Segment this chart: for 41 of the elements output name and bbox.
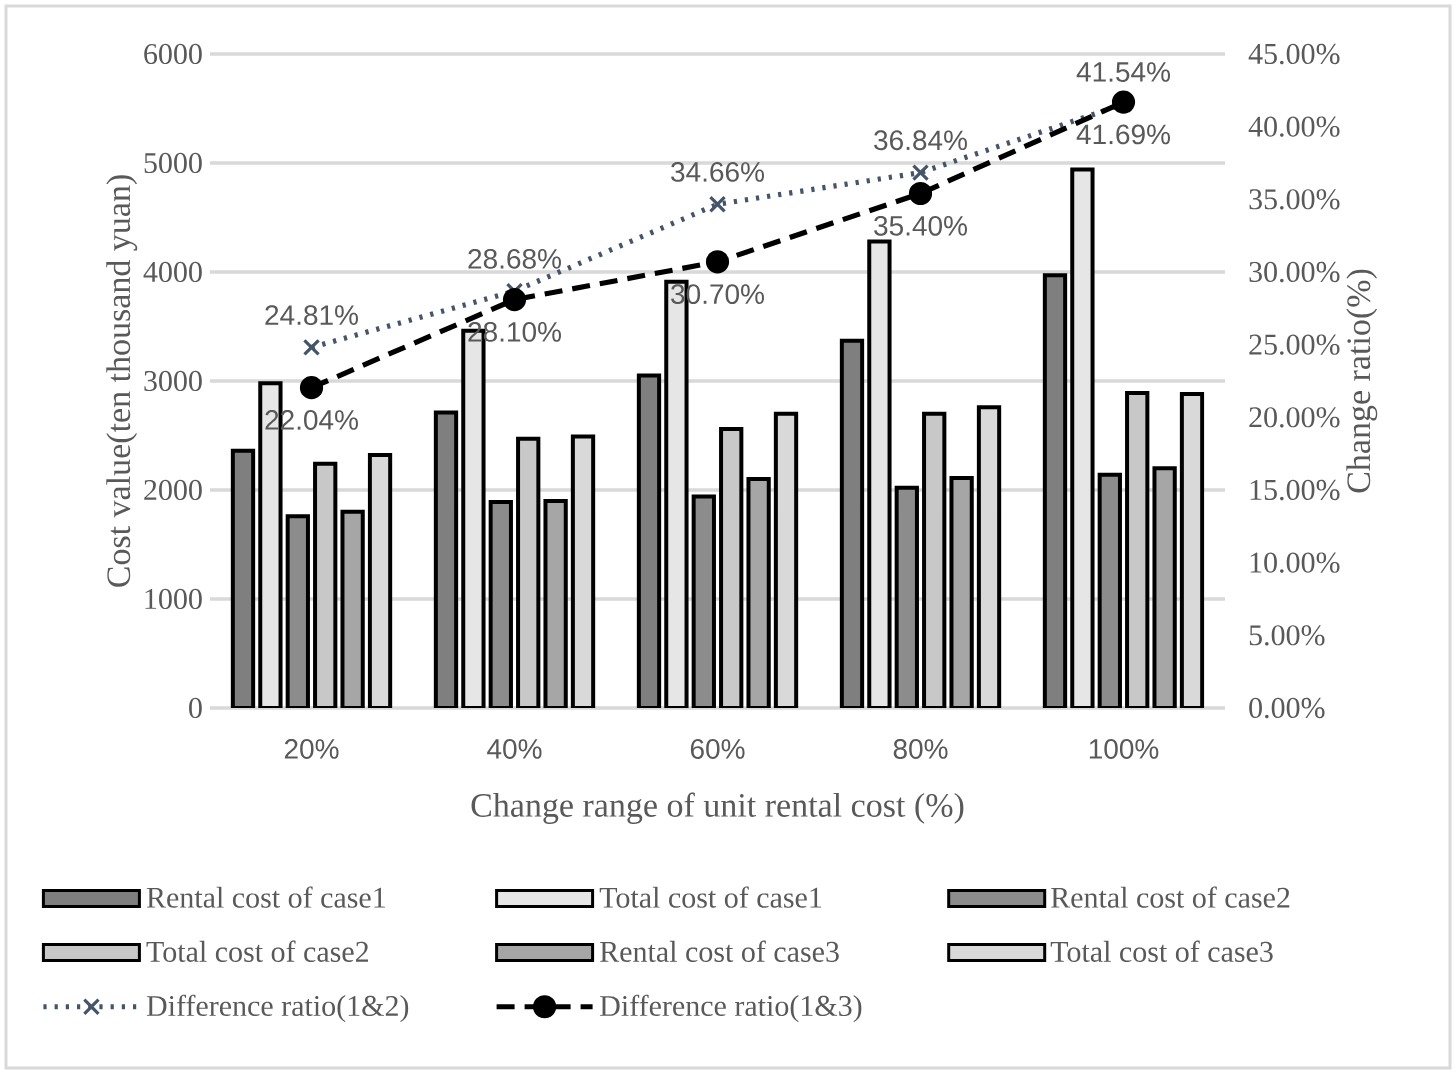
y-tick-label: 4000 [143, 261, 202, 283]
legend-label: Rental cost of case3 [600, 940, 839, 962]
y2-tick-label: 10.00% [1250, 552, 1340, 573]
x-tick-label: 80% [893, 739, 948, 759]
legend-label: Rental cost of case2 [1051, 886, 1290, 908]
legend-label: Difference ratio(1&3) [600, 994, 862, 1023]
legend-label: Rental cost of case1 [146, 886, 385, 908]
y2-tick-label: 0.00% [1249, 697, 1325, 719]
y2-tick-label: 20.00% [1249, 407, 1340, 428]
y-axis-title: Cost value(ten thousand yuan) [106, 175, 138, 587]
legend-label: Difference ratio(1&2) [146, 994, 409, 1023]
data-label: 36.84% [874, 130, 967, 151]
legend-label: Total cost of case1 [599, 886, 822, 908]
data-label: 41.54% [1076, 62, 1170, 82]
y-tick-label: 5000 [144, 152, 202, 174]
x-axis-title: Change range of unit rental cost (%) [471, 792, 964, 824]
legend-label: Total cost of case3 [1050, 940, 1273, 962]
data-label: 41.69% [1076, 124, 1170, 145]
data-label: 34.66% [671, 162, 764, 182]
legend-label: Total cost of case2 [146, 940, 369, 962]
y-tick-label: 1000 [145, 588, 202, 610]
data-label: 28.68% [468, 248, 561, 269]
data-label: 28.10% [468, 321, 561, 342]
data-label: 35.40% [874, 215, 967, 236]
y2-tick-label: 30.00% [1249, 261, 1340, 283]
y2-tick-label: 45.00% [1248, 43, 1340, 65]
x-tick-label: 60% [690, 739, 745, 759]
y-tick-label: 6000 [144, 43, 202, 65]
y2-tick-label: 5.00% [1249, 625, 1325, 646]
y-tick-label: 0 [189, 697, 202, 719]
y2-tick-label: 25.00% [1249, 334, 1340, 355]
x-tick-label: 100% [1089, 739, 1159, 759]
y2-tick-label: 35.00% [1249, 189, 1340, 210]
y-tick-label: 3000 [144, 370, 202, 392]
x-tick-label: 20% [284, 739, 339, 759]
y2-tick-label: 15.00% [1250, 479, 1340, 501]
y2-axis-title: Change ratio(%) [1346, 269, 1378, 493]
y2-tick-label: 40.00% [1248, 116, 1340, 137]
y-tick-label: 2000 [144, 479, 202, 501]
data-label: 24.81% [265, 305, 358, 326]
x-tick-label: 40% [487, 739, 542, 759]
